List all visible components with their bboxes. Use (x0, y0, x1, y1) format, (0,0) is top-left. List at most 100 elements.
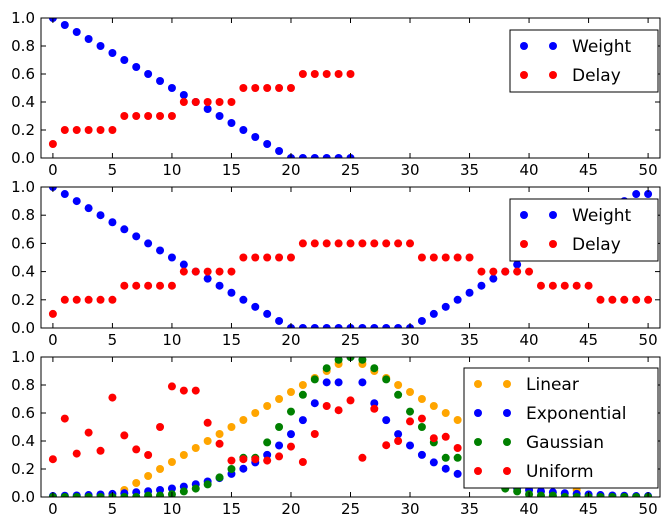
data-point-uniform-19 (275, 452, 284, 461)
legend-marker-weight (520, 42, 528, 50)
data-point-uniform-6 (120, 431, 129, 440)
data-point-delay-2 (72, 295, 81, 304)
data-point-delay-23 (322, 70, 331, 78)
legend-label-exponential: Exponential (526, 404, 627, 424)
data-point-delay-6 (120, 281, 129, 290)
data-point-delay-21 (298, 70, 307, 78)
legend-marker-weight (520, 211, 528, 219)
data-point-uniform-11 (179, 386, 188, 395)
data-point-delay-17 (251, 253, 260, 262)
data-point-exponential-33 (441, 464, 450, 473)
legend-marker-weight (549, 211, 557, 219)
x-tick-label: 45 (579, 331, 598, 349)
data-point-weight-31 (417, 316, 426, 325)
data-point-gaussian-3 (84, 493, 93, 497)
data-point-delay-33 (441, 253, 450, 262)
data-point-uniform-17 (251, 455, 260, 464)
data-point-uniform-32 (429, 434, 438, 443)
legend-label-delay: Delay (572, 235, 621, 255)
x-tick-label: 50 (639, 161, 658, 179)
data-point-weight-8 (144, 239, 153, 248)
data-point-gaussian-21 (298, 390, 307, 399)
data-point-delay-25 (346, 70, 355, 78)
data-point-gaussian-30 (406, 407, 415, 416)
data-point-gaussian-15 (227, 465, 236, 473)
data-point-gaussian-22 (310, 375, 319, 384)
data-point-delay-27 (370, 239, 379, 248)
data-point-linear-19 (275, 395, 284, 403)
data-point-delay-24 (334, 70, 343, 78)
data-point-gaussian-28 (382, 375, 391, 384)
x-tick-label: 50 (639, 500, 658, 518)
data-point-gaussian-11 (179, 487, 188, 496)
data-point-gaussian-13 (203, 480, 212, 489)
data-point-uniform-28 (382, 441, 391, 450)
data-point-delay-29 (394, 239, 403, 248)
data-point-delay-30 (406, 239, 415, 248)
data-point-weight-4 (96, 42, 105, 50)
data-point-delay-50 (644, 295, 653, 304)
data-point-weight-4 (96, 211, 105, 220)
data-point-uniform-33 (441, 432, 450, 441)
data-point-delay-9 (156, 281, 165, 290)
x-tick-label: 0 (48, 500, 58, 518)
data-point-delay-23 (322, 239, 331, 248)
data-point-delay-16 (239, 253, 248, 262)
data-point-uniform-13 (203, 418, 212, 427)
legend-label-weight: Weight (572, 37, 632, 57)
data-point-delay-7 (132, 112, 141, 120)
data-point-delay-12 (191, 267, 200, 276)
data-point-uniform-26 (358, 453, 367, 462)
data-point-uniform-1 (60, 414, 69, 423)
data-point-gaussian-39 (513, 487, 522, 496)
data-point-uniform-18 (263, 456, 272, 465)
data-point-delay-1 (60, 295, 69, 304)
legend-marker-gaussian (503, 438, 511, 446)
data-point-weight-17 (251, 302, 260, 311)
data-point-delay-10 (167, 281, 176, 290)
data-point-weight-21 (298, 324, 307, 328)
data-point-gaussian-26 (358, 357, 367, 364)
x-tick-label: 20 (281, 331, 300, 349)
data-point-delay-14 (215, 267, 224, 276)
data-point-gaussian-42 (548, 491, 557, 497)
data-point-exponential-30 (406, 441, 415, 450)
data-point-uniform-29 (394, 437, 403, 445)
y-tick-label: 0.8 (11, 37, 35, 55)
data-point-linear-32 (429, 402, 438, 410)
data-point-gaussian-9 (156, 491, 165, 497)
data-point-delay-10 (167, 112, 176, 120)
data-point-gaussian-2 (72, 493, 81, 497)
legend-marker-delay (520, 240, 528, 248)
data-point-weight-29 (394, 324, 403, 328)
data-point-weight-18 (263, 309, 272, 318)
data-point-exponential-31 (417, 450, 426, 459)
data-point-delay-36 (477, 267, 486, 276)
x-tick-label: 35 (460, 161, 479, 179)
data-point-linear-13 (203, 437, 212, 445)
x-tick-label: 15 (222, 331, 241, 349)
data-point-linear-12 (191, 444, 200, 452)
data-point-delay-26 (358, 239, 367, 248)
data-point-weight-14 (215, 281, 224, 290)
legend-marker-linear (503, 380, 511, 388)
data-point-delay-34 (453, 253, 462, 262)
data-point-gaussian-34 (453, 453, 462, 462)
x-tick-label: 5 (108, 500, 118, 518)
data-point-delay-1 (60, 126, 69, 134)
data-point-delay-18 (263, 253, 272, 262)
data-point-delay-8 (144, 112, 153, 120)
data-point-weight-37 (489, 274, 498, 283)
legend-box (509, 29, 659, 93)
data-point-uniform-12 (191, 386, 200, 395)
data-point-gaussian-44 (572, 493, 581, 497)
data-point-gaussian-12 (191, 484, 200, 493)
legend-label-weight: Weight (572, 206, 632, 226)
x-tick-label: 30 (400, 331, 419, 349)
data-point-gaussian-14 (215, 473, 224, 482)
data-point-delay-11 (179, 267, 188, 276)
data-point-delay-24 (334, 239, 343, 248)
y-tick-label: 0.4 (11, 432, 35, 450)
data-point-delay-28 (382, 239, 391, 248)
data-point-delay-45 (584, 281, 593, 290)
